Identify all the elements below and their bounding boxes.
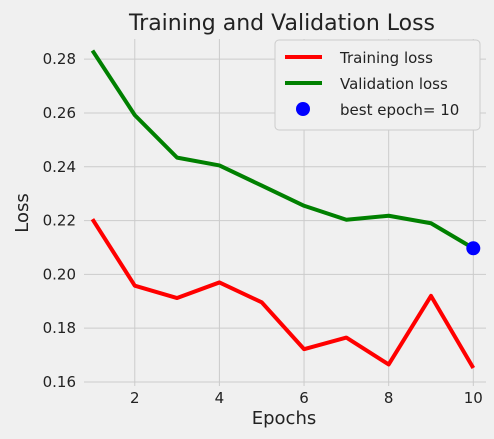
- chart-title: Training and Validation Loss: [128, 11, 435, 36]
- series-layer: [90, 49, 476, 369]
- legend-label-best-epoch: best epoch= 10: [340, 101, 459, 119]
- y-tick-label: 0.18: [43, 319, 76, 337]
- y-tick-label: 0.16: [43, 373, 76, 391]
- legend-swatch-best-epoch: [296, 102, 310, 116]
- y-tick-label: 0.24: [43, 158, 76, 176]
- x-axis-label: Epochs: [252, 408, 317, 429]
- y-axis-label: Loss: [12, 193, 33, 232]
- legend-label-validation: Validation loss: [340, 75, 448, 93]
- legend-label-training: Training loss: [339, 49, 433, 67]
- y-tick-labels: 0.16 0.18 0.20 0.22 0.24 0.26 0.28: [43, 50, 76, 391]
- best-epoch-marker: [466, 241, 481, 256]
- x-tick-label: 6: [299, 389, 309, 407]
- legend: Training loss Validation loss best epoch…: [274, 39, 481, 131]
- series-line-validation-loss: [90, 49, 475, 250]
- legend-box: [274, 39, 481, 131]
- x-tick-label: 4: [215, 389, 225, 407]
- y-tick-label: 0.26: [43, 104, 76, 122]
- series-line-training-loss: [90, 218, 476, 369]
- x-tick-label: 2: [130, 389, 140, 407]
- x-tick-label: 10: [464, 389, 483, 407]
- x-tick-labels: 2 4 6 8 10: [130, 389, 483, 407]
- y-tick-label: 0.20: [43, 265, 76, 283]
- y-tick-label: 0.28: [43, 50, 76, 68]
- y-tick-label: 0.22: [43, 212, 76, 230]
- x-tick-label: 8: [384, 389, 394, 407]
- marker-layer: [466, 241, 481, 256]
